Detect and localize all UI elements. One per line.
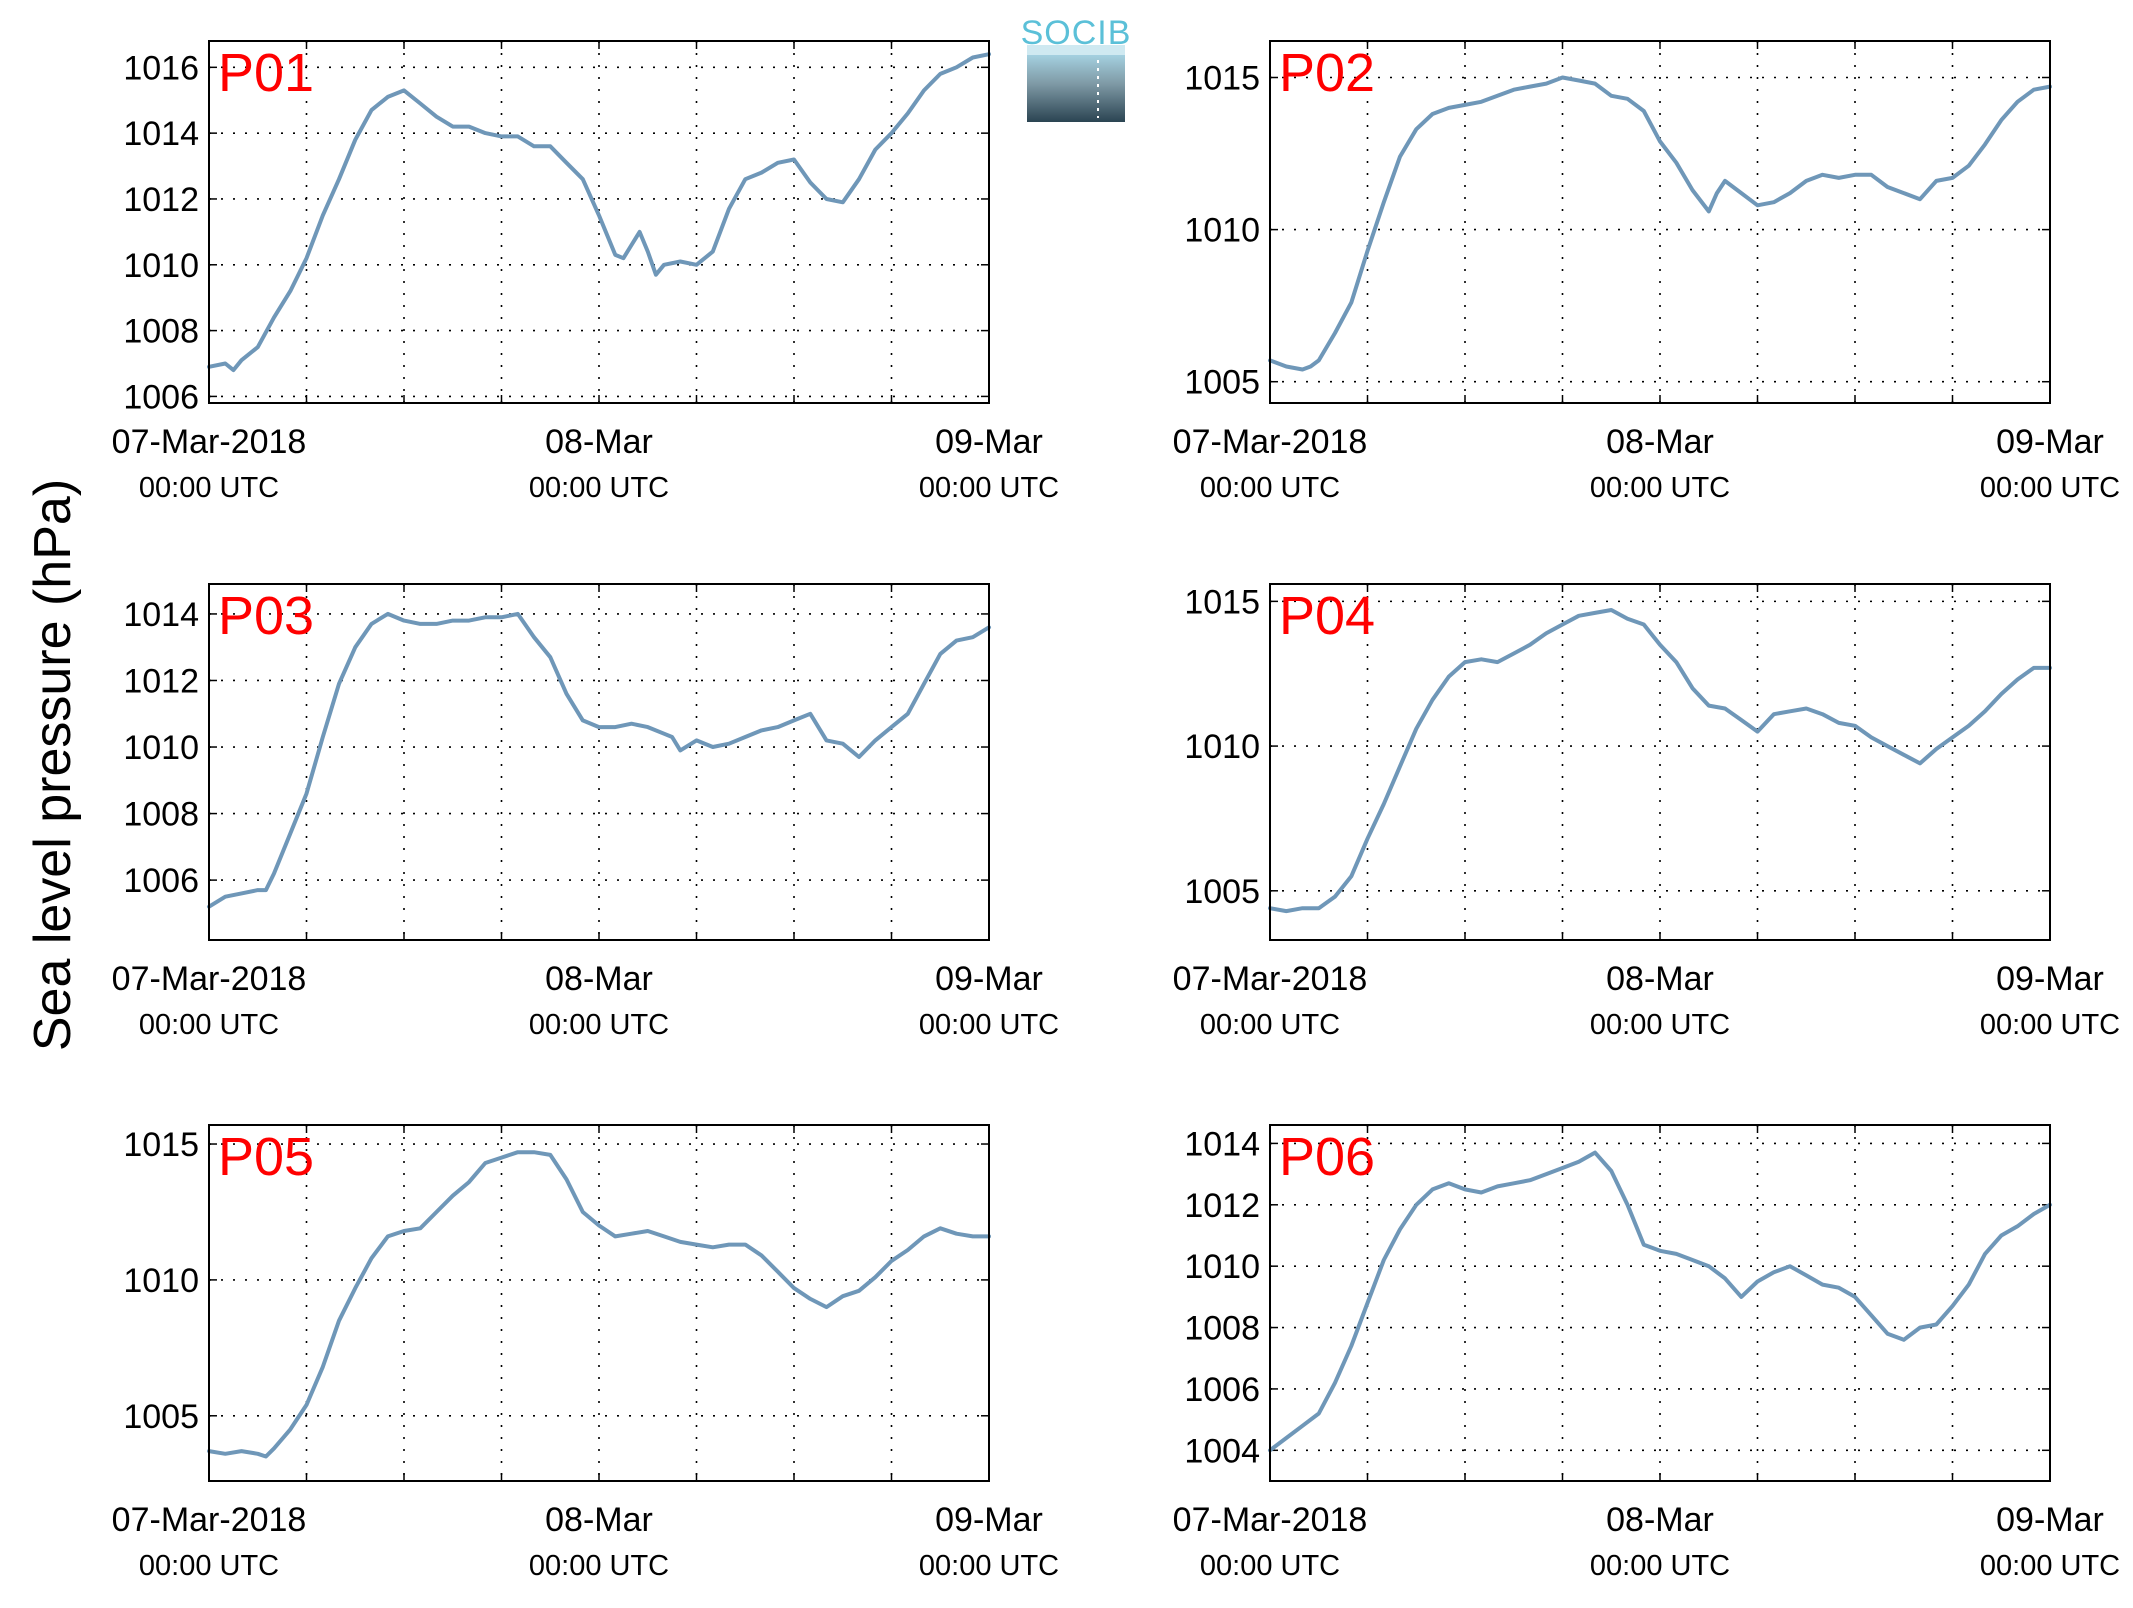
x-tick-label-time: 00:00 UTC xyxy=(1590,1009,1730,1041)
plot-frame xyxy=(208,40,990,404)
y-tick-label: 1012 xyxy=(123,181,199,219)
panel-p03: 1006 1008 1010 1012 1014 07-Mar-2018 00:00 UTC… xyxy=(112,583,1059,1041)
panel-p04: 1005 1010 1015 07-Mar-2018 00:00 UTC 08-Mar 00… xyxy=(1173,583,2120,1041)
plot-frame xyxy=(1269,40,2051,404)
plot-frame xyxy=(1269,583,2051,941)
x-tick-label-date: 08-Mar xyxy=(545,960,653,998)
x-tick-label-date: 07-Mar-2018 xyxy=(1173,423,1368,461)
y-tick-label: 1010 xyxy=(1184,1248,1260,1286)
panel-label: P02 xyxy=(1279,43,1375,103)
pressure-line xyxy=(207,1150,991,1459)
plot-area xyxy=(1270,1125,2050,1481)
x-tick-label-date: 08-Mar xyxy=(545,423,653,461)
x-tick-label-date: 07-Mar-2018 xyxy=(112,423,307,461)
x-tick-label-time: 00:00 UTC xyxy=(529,1550,669,1582)
x-tick-label-date: 09-Mar xyxy=(1996,1501,2104,1539)
x-tick-label-time: 00:00 UTC xyxy=(1200,472,1340,504)
y-tick-label: 1012 xyxy=(123,662,199,700)
y-tick-label: 1005 xyxy=(1184,364,1260,402)
y-tick-label: 1008 xyxy=(123,796,199,834)
x-tick-label-time: 00:00 UTC xyxy=(1980,1009,2120,1041)
x-tick-label-time: 00:00 UTC xyxy=(1200,1550,1340,1582)
y-tick-label: 1006 xyxy=(1184,1371,1260,1409)
panel-label: P01 xyxy=(218,43,314,103)
plot-area xyxy=(209,584,989,940)
pressure-line xyxy=(207,611,991,909)
y-tick-label: 1015 xyxy=(123,1126,199,1164)
logo-text: SOCIB xyxy=(1021,14,1132,52)
plot-frame xyxy=(1269,1124,2051,1482)
plot-area xyxy=(1270,584,2050,940)
x-tick-label-time: 00:00 UTC xyxy=(139,472,279,504)
x-tick-label-date: 09-Mar xyxy=(935,423,1043,461)
pressure-line xyxy=(1268,608,2052,914)
x-tick-label-date: 07-Mar-2018 xyxy=(1173,1501,1368,1539)
y-tick-label: 1008 xyxy=(123,313,199,351)
y-tick-label: 1014 xyxy=(123,596,199,634)
panel-p06: 1004 1006 1008 1010 1012 1014 07-Mar-2018 00:00… xyxy=(1173,1124,2120,1582)
panel-label: P03 xyxy=(218,586,314,646)
panel-p02: 1005 1010 1015 07-Mar-2018 00:00 UTC 08-Mar 00… xyxy=(1173,40,2120,504)
x-tick-label-time: 00:00 UTC xyxy=(529,1009,669,1041)
y-tick-label: 1005 xyxy=(1184,873,1260,911)
x-tick-label-time: 00:00 UTC xyxy=(139,1550,279,1582)
x-tick-label-time: 00:00 UTC xyxy=(1980,1550,2120,1582)
plot-frame xyxy=(208,1124,990,1482)
x-tick-label-time: 00:00 UTC xyxy=(919,1550,1059,1582)
panel-p05: 1005 1010 1015 07-Mar-2018 00:00 UTC 08-Mar 00… xyxy=(112,1124,1059,1582)
x-tick-label-time: 00:00 UTC xyxy=(1980,472,2120,504)
x-tick-label-date: 09-Mar xyxy=(935,1501,1043,1539)
y-tick-label: 1010 xyxy=(123,247,199,285)
x-tick-label-date: 08-Mar xyxy=(1606,960,1714,998)
x-tick-label-time: 00:00 UTC xyxy=(919,472,1059,504)
pressure-line xyxy=(1268,75,2052,372)
y-tick-label: 1010 xyxy=(1184,212,1260,250)
x-tick-label-time: 00:00 UTC xyxy=(1590,1550,1730,1582)
y-tick-label: 1015 xyxy=(1184,60,1260,98)
x-tick-label-date: 08-Mar xyxy=(1606,423,1714,461)
y-axis-label: Sea level pressure (hPa) xyxy=(24,479,82,1051)
x-tick-label-date: 08-Mar xyxy=(545,1501,653,1539)
socib-logo: SOCIB xyxy=(1021,14,1132,122)
y-tick-label: 1016 xyxy=(123,49,199,87)
plot-frame xyxy=(208,583,990,941)
y-tick-label: 1010 xyxy=(123,729,199,767)
x-tick-label-date: 09-Mar xyxy=(1996,423,2104,461)
x-tick-label-time: 00:00 UTC xyxy=(1200,1009,1340,1041)
pressure-line xyxy=(1268,1150,2052,1453)
x-tick-label-time: 00:00 UTC xyxy=(529,472,669,504)
plot-area xyxy=(209,1125,989,1481)
x-tick-label-date: 08-Mar xyxy=(1606,1501,1714,1539)
panel-label: P05 xyxy=(218,1127,314,1187)
y-tick-label: 1006 xyxy=(123,378,199,416)
x-tick-label-date: 07-Mar-2018 xyxy=(112,1501,307,1539)
y-tick-label: 1012 xyxy=(1184,1187,1260,1225)
y-tick-label: 1010 xyxy=(1184,728,1260,766)
x-tick-label-date: 09-Mar xyxy=(935,960,1043,998)
x-tick-label-date: 07-Mar-2018 xyxy=(112,960,307,998)
x-tick-label-date: 09-Mar xyxy=(1996,960,2104,998)
panel-label: P06 xyxy=(1279,1127,1375,1187)
y-tick-label: 1015 xyxy=(1184,583,1260,621)
y-tick-label: 1010 xyxy=(123,1262,199,1300)
y-tick-label: 1005 xyxy=(123,1398,199,1436)
x-tick-label-time: 00:00 UTC xyxy=(139,1009,279,1041)
y-tick-label: 1006 xyxy=(123,862,199,900)
x-tick-label-time: 00:00 UTC xyxy=(919,1009,1059,1041)
x-tick-label-time: 00:00 UTC xyxy=(1590,472,1730,504)
y-tick-label: 1004 xyxy=(1184,1432,1260,1470)
y-tick-label: 1014 xyxy=(123,115,199,153)
y-tick-label: 1014 xyxy=(1184,1125,1260,1163)
y-tick-label: 1008 xyxy=(1184,1310,1260,1348)
panel-p01: 1006 1008 1010 1012 1014 1016 07-Mar-2018 00:00… xyxy=(112,40,1059,504)
panel-label: P04 xyxy=(1279,586,1375,646)
x-tick-label-date: 07-Mar-2018 xyxy=(1173,960,1368,998)
pressure-line xyxy=(207,52,991,373)
